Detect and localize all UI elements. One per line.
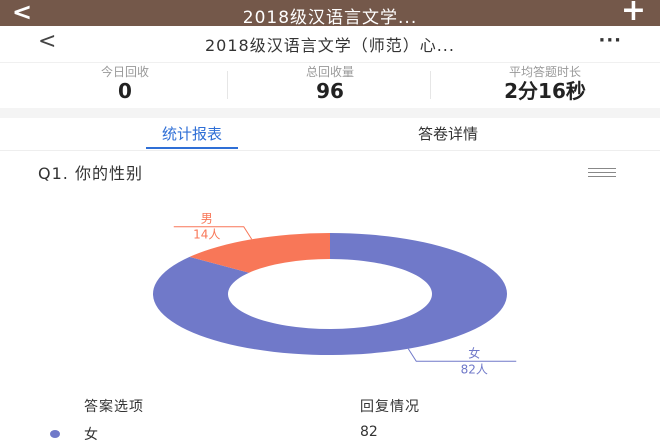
page-title: 2018级汉语言文学（师范）心... xyxy=(205,36,455,55)
divider xyxy=(430,71,431,99)
stat-label: 今日回收 xyxy=(100,65,149,79)
hamburger-menu-icon[interactable] xyxy=(588,168,616,178)
legend-dot xyxy=(50,430,60,438)
stat-average-duration: 平均答题时长 2分16秒 xyxy=(465,65,625,103)
stat-today-collected: 今日回收 0 xyxy=(60,65,190,103)
slice-value-label-1: 14人 xyxy=(193,228,220,242)
stat-value: 0 xyxy=(118,79,132,103)
stat-label: 平均答题时长 xyxy=(508,65,581,79)
donut-slice-1 xyxy=(189,233,330,273)
stat-total-collected: 总回收量 96 xyxy=(265,65,395,103)
section-gap xyxy=(0,108,660,118)
window-title: 2018级汉语言文学... xyxy=(242,8,418,28)
callout-line-1 xyxy=(173,226,253,240)
stat-value: 96 xyxy=(316,79,344,103)
tab-bar: 统计报表 答卷详情 xyxy=(0,118,660,151)
donut-chart: 女 82人 男 14人 xyxy=(153,212,517,376)
callout-line-0 xyxy=(407,348,517,362)
slice-category-label-0: 女 xyxy=(468,345,480,360)
more-options-icon[interactable]: ··· xyxy=(598,30,622,51)
donut-slice-0 xyxy=(153,233,508,355)
table-header-option: 答案选项 xyxy=(84,399,144,415)
back-chevron-icon[interactable]: < xyxy=(38,29,57,54)
table-header-responses: 回复情况 xyxy=(360,399,420,415)
stat-value: 2分16秒 xyxy=(504,79,586,103)
app-top-bar: < 2018级汉语言文学... + xyxy=(0,0,660,28)
tab-response-details[interactable]: 答卷详情 xyxy=(417,125,478,143)
add-icon[interactable]: + xyxy=(620,0,646,28)
back-arrow-icon[interactable]: < xyxy=(12,0,33,26)
tab-statistics-report[interactable]: 统计报表 xyxy=(161,125,222,143)
active-tab-indicator xyxy=(146,147,238,149)
stat-label: 总回收量 xyxy=(305,65,354,79)
question-title: Q1. 你的性别 xyxy=(38,164,143,183)
row-response-count: 82 xyxy=(360,424,378,440)
stats-summary: 今日回收 0 总回收量 96 平均答题时长 2分16秒 xyxy=(0,62,660,107)
slice-value-label-0: 82人 xyxy=(461,362,488,376)
page-header: < 2018级汉语言文学（师范）心... ··· xyxy=(0,26,660,60)
slice-category-label-1: 男 xyxy=(201,212,213,226)
divider xyxy=(227,71,228,99)
row-option-label: 女 xyxy=(84,427,98,443)
